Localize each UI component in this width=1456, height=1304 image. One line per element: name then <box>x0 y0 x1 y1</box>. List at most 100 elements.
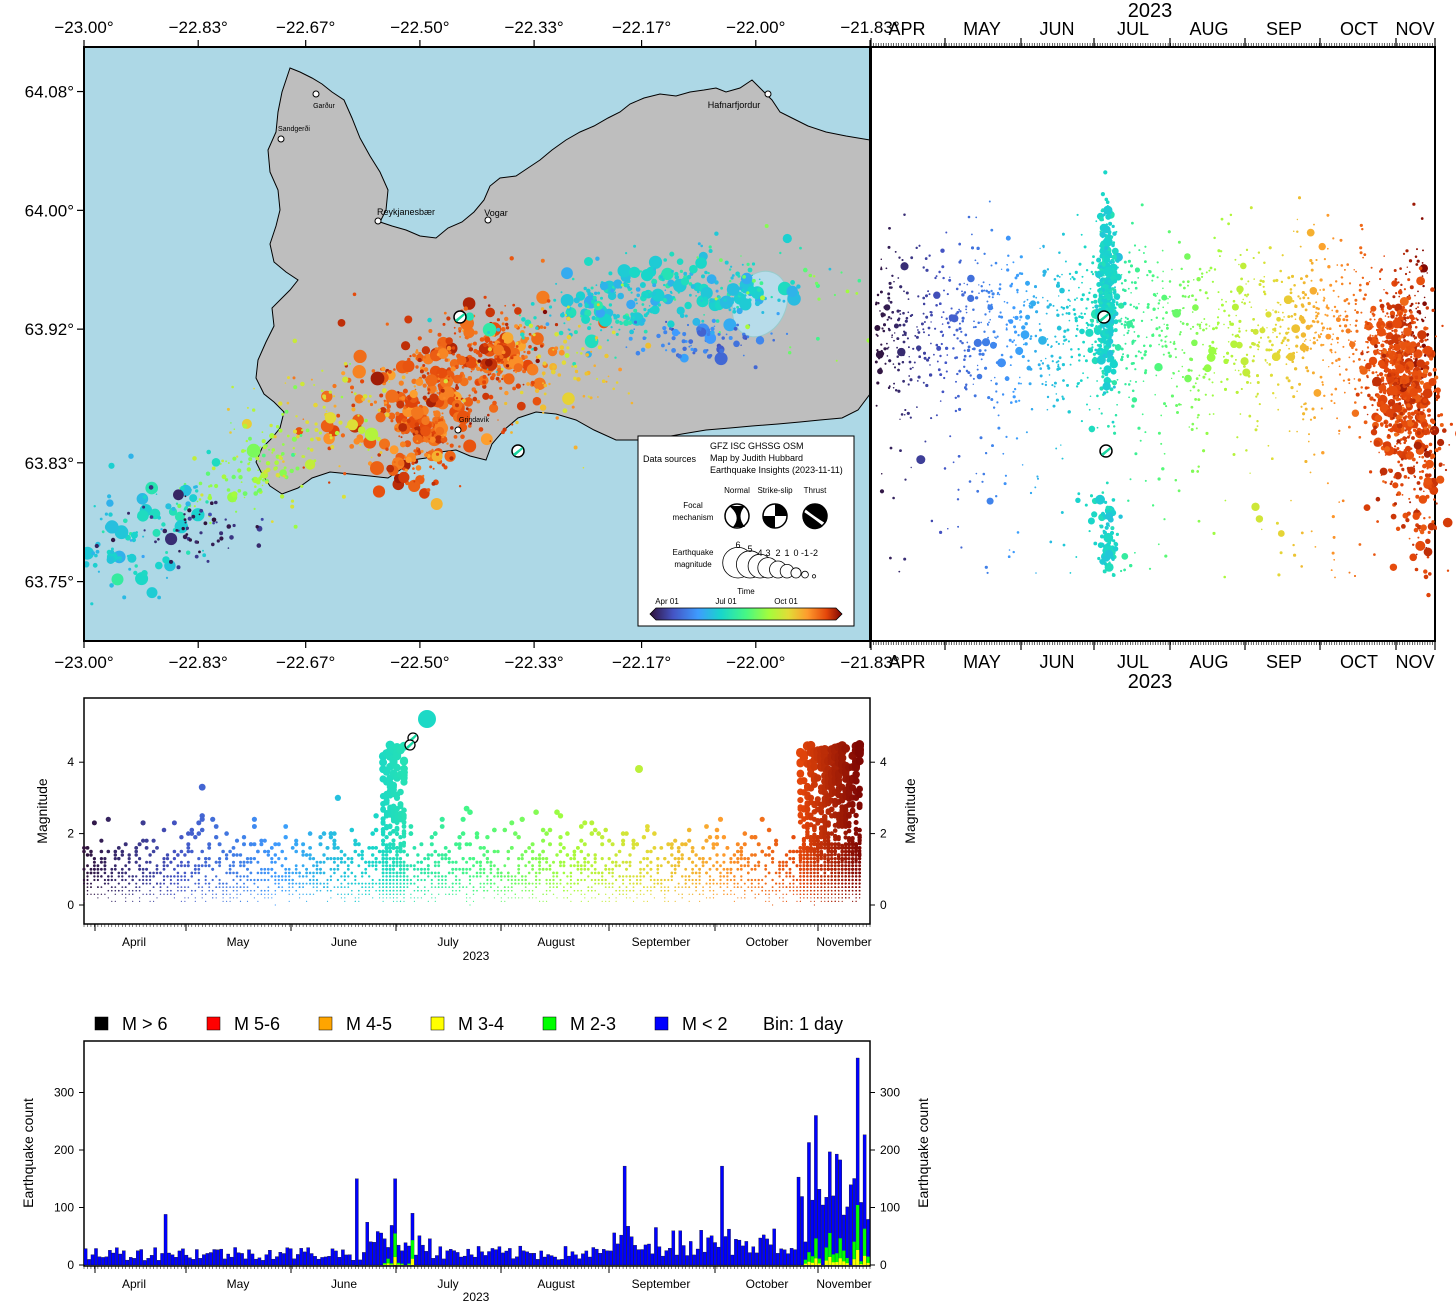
timeline-quake-dot <box>1158 365 1162 368</box>
timeline-quake-dot <box>1204 373 1207 376</box>
timeline-quake-dot <box>1090 494 1093 498</box>
timeline-quake-dot <box>1359 223 1363 227</box>
timeline-quake-dot <box>1157 477 1161 481</box>
timeline-quake-dot <box>1107 511 1110 513</box>
timeline-quake-dot <box>1155 316 1158 319</box>
timeline-quake-dot <box>939 530 943 535</box>
timeline-quake-dot <box>1286 352 1296 361</box>
map-quake-dot <box>814 281 819 286</box>
timeline-quake-dot <box>1099 254 1104 259</box>
map-quake-dot <box>388 370 392 374</box>
timeline-quake-dot <box>1369 334 1372 337</box>
map-quake-dot <box>697 290 700 294</box>
timeline-quake-dot <box>963 354 967 358</box>
timeline-quake-dot <box>1205 323 1208 326</box>
timeline-quake-dot <box>1261 528 1263 531</box>
map-quake-dot <box>505 322 509 327</box>
timeline-quake-dot <box>972 383 974 385</box>
timeline-quake-dot <box>1231 303 1239 311</box>
timeline-quake-dot <box>1196 323 1199 326</box>
map-quake-dot <box>749 291 751 294</box>
map-quake-dot <box>444 358 449 362</box>
timeline-quake-dot <box>1155 327 1159 331</box>
timeline-quake-dot <box>1197 389 1200 392</box>
map-quake-dot <box>500 360 504 364</box>
timeline-quake-dot <box>968 480 972 483</box>
map-quake-dot <box>530 334 533 337</box>
map-quake-dot <box>193 485 197 489</box>
map-quake-dot <box>595 256 600 261</box>
timeline-quake-dot <box>1039 247 1041 250</box>
timeline-quake-dot <box>1331 551 1335 555</box>
timeline-quake-dot <box>963 291 967 294</box>
map-lat-label: 63.75° <box>25 573 74 592</box>
timeline-quake-dot <box>1135 306 1139 310</box>
timeline-quake-dot <box>1167 230 1171 234</box>
map-quake-dot <box>211 466 216 471</box>
timeline-quake-dot <box>1127 270 1131 274</box>
map-quake-dot <box>682 346 687 351</box>
map-quake-dot <box>154 540 157 544</box>
timeline-quake-dot <box>1408 259 1413 263</box>
timeline-quake-dot <box>928 293 931 296</box>
map-quake-dot <box>456 410 471 425</box>
timeline-quake-dot <box>940 316 943 319</box>
timeline-quake-dot <box>948 278 952 282</box>
timeline-quake-dot <box>1189 357 1193 361</box>
timeline-quake-dot <box>908 356 910 358</box>
map-quake-dot <box>84 546 94 560</box>
map-quake-dot <box>429 465 433 469</box>
timeline-quake-dot <box>1394 471 1402 480</box>
timeline-quake-dot <box>1144 371 1147 375</box>
map-quake-dot <box>652 291 656 296</box>
timeline-quake-dot <box>1181 349 1184 351</box>
timeline-quake-dot <box>1320 322 1324 325</box>
legend-mag-value: -1 <box>801 548 809 558</box>
map-quake-dot <box>208 485 211 488</box>
timeline-quake-dot <box>888 385 891 387</box>
map-quake-dot <box>309 448 314 452</box>
timeline-quake-dot <box>1338 315 1340 318</box>
timeline-quake-dot <box>1082 340 1085 344</box>
map-quake-dot <box>398 380 404 386</box>
timeline-quake-dot <box>1130 292 1132 294</box>
timeline-quake-dot <box>1089 287 1092 290</box>
timeline-quake-dot <box>1308 440 1310 443</box>
timeline-quake-dot <box>1416 553 1418 556</box>
timeline-quake-dot <box>1144 479 1147 482</box>
map-quake-dot <box>477 350 480 353</box>
legend-mag-label: Earthquake <box>673 548 714 557</box>
timeline-quake-dot <box>1326 304 1328 307</box>
map-quake-dot <box>338 465 341 468</box>
timeline-quake-dot <box>1305 324 1311 330</box>
map-quake-dot <box>351 403 356 408</box>
timeline-quake-dot <box>1255 515 1264 523</box>
map-quake-dot <box>448 350 452 355</box>
timeline-quake-dot <box>1025 314 1031 320</box>
map-quake-dot <box>828 267 832 271</box>
timeline-quake-dot <box>997 414 1000 417</box>
timeline-quake-dot <box>1117 390 1121 394</box>
timeline-quake-dot <box>1158 326 1161 329</box>
timeline-quake-dot <box>1047 368 1049 370</box>
timeline-quake-dot <box>1353 269 1355 271</box>
map-quake-dot <box>715 289 719 293</box>
timeline-quake-dot <box>956 498 960 501</box>
timeline-quake-dot <box>1100 412 1103 415</box>
map-quake-dot <box>137 510 149 522</box>
map-quake-dot <box>526 350 531 355</box>
timeline-quake-dot <box>908 346 910 349</box>
timeline-quake-dot <box>1415 263 1419 266</box>
map-quake-dot <box>630 401 634 405</box>
timeline-quake-dot <box>1235 314 1237 317</box>
timeline-quake-dot <box>1056 283 1060 288</box>
map-quake-dot <box>693 347 698 353</box>
map-quake-dot <box>224 518 227 521</box>
timeline-quake-dot <box>1263 290 1266 294</box>
map-quake-dot <box>95 549 100 554</box>
timeline-quake-dot <box>894 366 896 369</box>
map-quake-dot <box>751 274 753 277</box>
timeline-quake-dot <box>941 334 944 337</box>
map-quake-dot <box>248 436 252 441</box>
map-quake-dot <box>496 327 501 332</box>
